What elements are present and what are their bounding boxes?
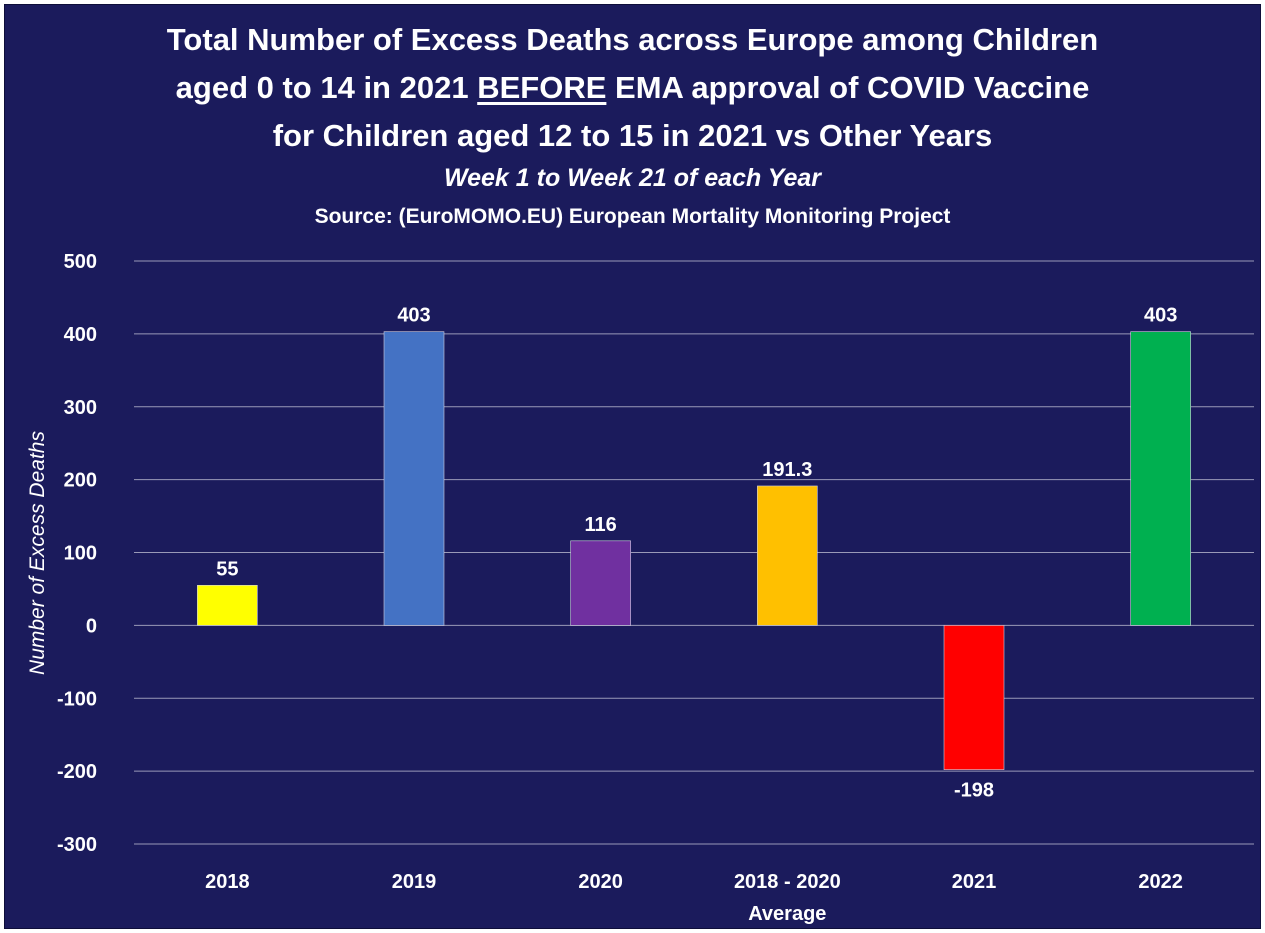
y-tick-label: 0 <box>86 615 97 637</box>
y-tick-label: 400 <box>64 324 97 346</box>
y-axis-ticks: 500 400 300 200 100 0 -100 -200 -300 <box>57 251 97 856</box>
x-tick-label: 2019 <box>392 871 437 893</box>
chart-title-line-2: aged 0 to 14 in 2021 BEFORE EMA approval… <box>0 70 1265 106</box>
chart-title-emphasis: BEFORE <box>477 70 607 105</box>
data-label: 55 <box>216 558 238 580</box>
chart-title-line-3: for Children aged 12 to 15 in 2021 vs Ot… <box>272 118 993 153</box>
x-tick-label: 2021 <box>952 871 997 893</box>
bars <box>197 331 1191 770</box>
x-tick-label: 2018 - 2020 <box>734 871 841 893</box>
y-tick-label: 200 <box>64 470 97 492</box>
x-tick-label: 2020 <box>578 871 623 893</box>
data-label: -198 <box>954 780 994 802</box>
x-tick-label: 2018 <box>205 871 250 893</box>
x-tick-label: 2022 <box>1138 871 1183 893</box>
bar <box>757 485 818 626</box>
data-label: 403 <box>397 305 430 327</box>
bar <box>383 331 445 626</box>
chart-subtitle: Week 1 to Week 21 of each Year <box>443 164 822 192</box>
y-axis-label: Number of Excess Deaths <box>26 431 49 675</box>
bar <box>1130 331 1191 626</box>
data-label: 116 <box>585 514 617 536</box>
bar <box>197 584 258 626</box>
gridlines <box>134 260 1254 845</box>
x-tick-sublabel: Average <box>748 903 826 925</box>
y-tick-label: -200 <box>57 761 97 783</box>
bar <box>943 625 1005 770</box>
chart-title-part-a: aged 0 to 14 in 2021 <box>175 70 469 105</box>
y-tick-label: 300 <box>64 397 97 419</box>
y-tick-label: 100 <box>64 543 97 565</box>
chart-title-part-b: EMA approval of COVID Vaccine <box>615 70 1090 105</box>
chart-source: Source: (EuroMOMO.EU) European Mortality… <box>314 205 951 228</box>
data-label: 191.3 <box>762 459 812 481</box>
data-labels: 55 403 116 191.3 -198 403 <box>216 305 1177 802</box>
data-label: 403 <box>1144 305 1177 327</box>
chart-background <box>4 4 1261 929</box>
bar <box>570 540 631 626</box>
y-tick-label: -100 <box>57 688 97 710</box>
chart-title-line-1: Total Number of Excess Deaths across Eur… <box>166 22 1099 57</box>
y-tick-label: -300 <box>57 834 97 856</box>
x-axis-ticks: 2018 2019 2020 2018 - 2020 Average 2021 2022 <box>205 871 1183 925</box>
y-tick-label: 500 <box>64 251 97 273</box>
